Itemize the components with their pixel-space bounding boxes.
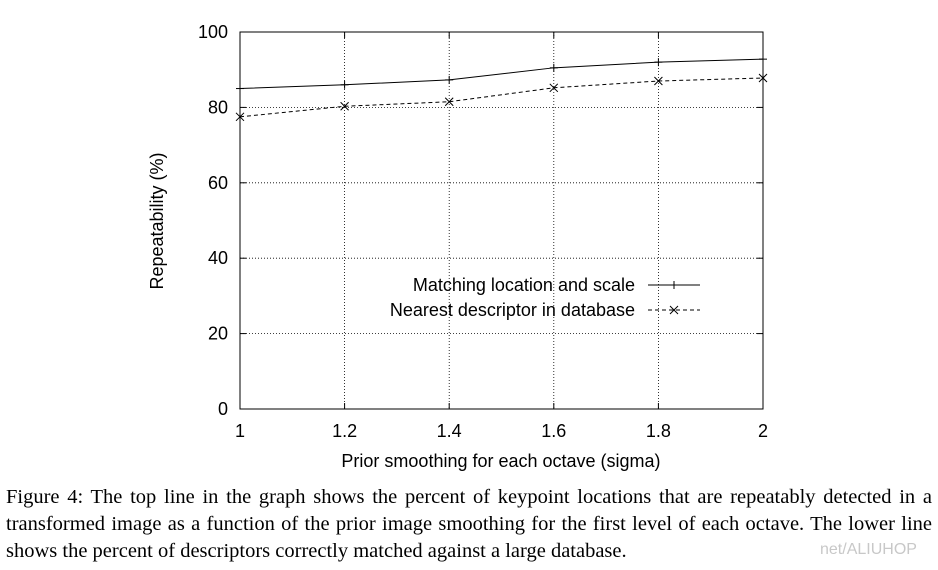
series-line-1 xyxy=(239,58,764,90)
legend: Matching location and scale Nearest descr… xyxy=(390,275,700,320)
legend-marker-1 xyxy=(670,281,678,289)
legend-label-1: Matching location and scale xyxy=(413,275,635,295)
x-axis-title: Prior smoothing for each octave (sigma) xyxy=(341,451,660,471)
y-tick-label: 0 xyxy=(218,399,228,419)
series-1-point xyxy=(236,84,244,93)
series-line-2 xyxy=(239,77,764,118)
watermark: net/ALIUHOP xyxy=(820,541,917,558)
series-1-point xyxy=(445,75,454,84)
plot-area-border xyxy=(239,31,764,410)
legend-marker-2 xyxy=(669,305,679,315)
series-1-point xyxy=(759,55,767,64)
x-tick-label: 1.4 xyxy=(437,421,462,441)
legend-label-2: Nearest descriptor in database xyxy=(390,300,635,320)
series-2-point xyxy=(235,112,245,122)
y-tick-label: 20 xyxy=(208,324,228,344)
series-1-point xyxy=(549,63,558,72)
series-2-point xyxy=(654,76,663,86)
grid-lines xyxy=(240,32,763,409)
series-2-point xyxy=(340,101,349,111)
y-tick-label: 100 xyxy=(198,22,228,42)
series-1-point xyxy=(654,58,663,67)
series-2-point xyxy=(444,97,454,107)
figure-caption: Figure 4: The top line in the graph show… xyxy=(6,486,932,562)
y-tick-label: 40 xyxy=(208,248,228,268)
x-tick-label: 1.2 xyxy=(332,421,357,441)
series-2-point xyxy=(758,73,768,83)
series-1-point xyxy=(340,80,349,89)
series-layer xyxy=(235,55,768,122)
x-tick-label: 1.8 xyxy=(646,421,671,441)
y-axis-title: Repeatability (%) xyxy=(147,152,167,289)
series-2-point xyxy=(549,83,559,93)
x-tick-label: 1 xyxy=(235,421,245,441)
x-tick-label: 2 xyxy=(758,421,768,441)
y-tick-label: 60 xyxy=(208,173,228,193)
y-tick-label: 80 xyxy=(208,97,228,117)
x-tick-label: 1.6 xyxy=(541,421,566,441)
